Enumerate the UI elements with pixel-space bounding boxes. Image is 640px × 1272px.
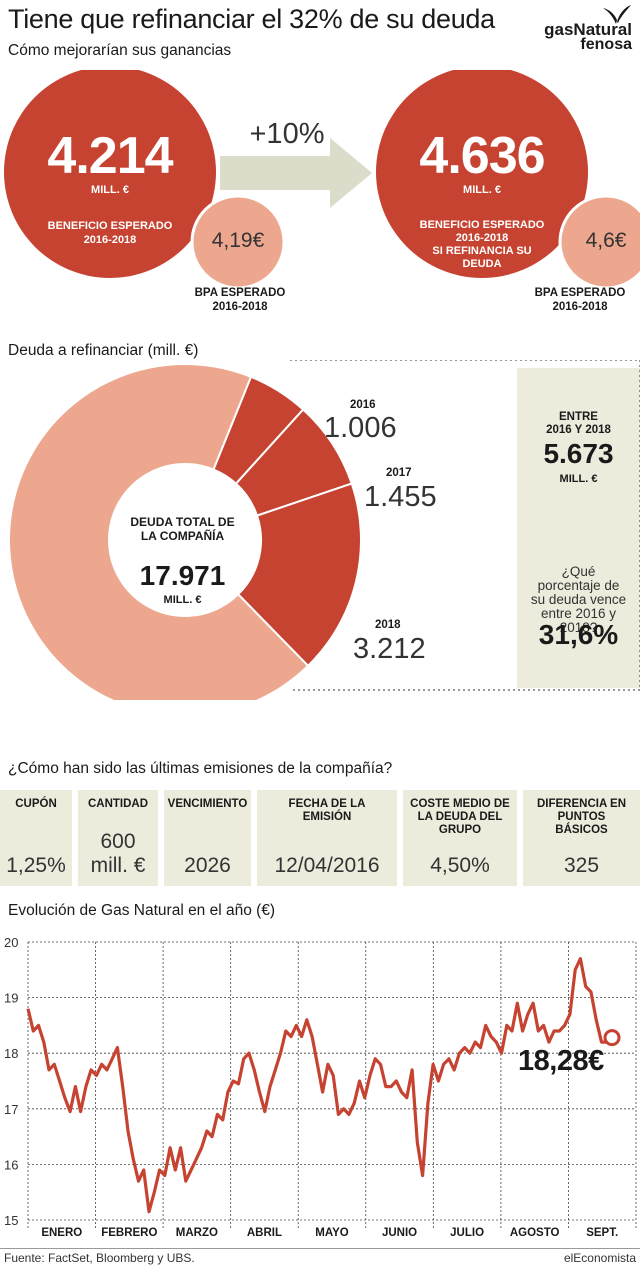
left-profit-value: 4.214 bbox=[47, 127, 173, 185]
table-column: FECHA DE LA EMISIÓN 12/04/2016 bbox=[257, 790, 397, 886]
y-tick-label: 16 bbox=[4, 1157, 18, 1172]
price-series-line bbox=[26, 957, 614, 1214]
butterfly-logo-icon bbox=[603, 5, 631, 24]
box-question: ¿Qué porcentaje de su deuda vence entre … bbox=[530, 564, 627, 635]
callout-outline bbox=[290, 360, 640, 691]
month-label: SEPT. bbox=[586, 1227, 619, 1239]
month-label: MARZO bbox=[175, 1227, 218, 1239]
left-profit-unit: MILL. € bbox=[91, 184, 129, 196]
table-column: DIFERENCIA EN PUNTOS BÁSICOS 325 bbox=[523, 790, 640, 886]
right-profit-label: BENEFICIO ESPERADO 2016-2018 SI REFINANC… bbox=[419, 219, 545, 270]
right-bpa-circle bbox=[558, 194, 640, 290]
brand-logo: gasNatural fenosa bbox=[544, 20, 632, 53]
table-cell: 2026 bbox=[184, 854, 231, 877]
left-profit-label: BENEFICIO ESPERADO 2016-2018 bbox=[47, 220, 173, 246]
evolucion-heading: Evolución de Gas Natural en el año (€) bbox=[8, 902, 276, 919]
footer-brand: elEconomista bbox=[563, 1251, 636, 1265]
right-profit-value: 4.636 bbox=[419, 127, 545, 185]
seg-2016-value: 1.006 bbox=[324, 412, 397, 444]
month-label: ABRIL bbox=[246, 1227, 282, 1239]
donut-slice-2018 bbox=[236, 482, 362, 668]
right-bpa-label: BPA ESPERADO 2016-2018 bbox=[534, 287, 626, 313]
table-cell: 325 bbox=[563, 854, 600, 877]
table-column: COSTE MEDIO DE LA DEUDA DEL GRUPO 4,50% bbox=[403, 790, 517, 886]
table-header: VENCIMIENTO bbox=[167, 798, 248, 810]
donut-total-value: 17.971 bbox=[139, 560, 226, 591]
deuda-heading: Deuda a refinanciar (mill. €) bbox=[8, 342, 199, 359]
seg-2017-year: 2017 bbox=[386, 467, 412, 479]
table-column: CUPÓN 1,25% bbox=[0, 790, 72, 886]
logo-line1: gasNatural bbox=[544, 20, 632, 39]
seg-2018-year: 2018 bbox=[375, 619, 401, 631]
table-cell: 4,50% bbox=[430, 854, 490, 877]
footer-divider bbox=[0, 1248, 640, 1249]
month-label: ENERO bbox=[41, 1227, 83, 1239]
right-profit-circle bbox=[376, 70, 588, 278]
line-chart: 15 16 17 18 19 20 bbox=[4, 935, 637, 1230]
page-subtitle: Cómo mejorarían sus ganancias bbox=[8, 42, 232, 59]
donut-center-label: DEUDA TOTAL DE LA COMPAÑÍA bbox=[130, 515, 235, 543]
table-header: CUPÓN bbox=[15, 798, 57, 810]
box-percent: 31,6% bbox=[538, 619, 619, 650]
donut-total-unit: MILL. € bbox=[163, 594, 202, 606]
last-point-marker bbox=[603, 1029, 621, 1047]
left-bpa-value: 4,19€ bbox=[211, 229, 265, 252]
box-value: 5.673 bbox=[543, 438, 614, 469]
emisiones-heading: ¿Cómo han sido las últimas emisiones de … bbox=[8, 760, 393, 777]
table-column: VENCIMIENTO 2026 bbox=[164, 790, 251, 886]
table-cell: 600 mill. € bbox=[90, 830, 146, 877]
donut-hole bbox=[109, 464, 261, 616]
box-unit: MILL. € bbox=[559, 473, 598, 485]
footer-source: Fuente: FactSet, Bloomberg y UBS. bbox=[4, 1251, 195, 1265]
deuda-info-box bbox=[517, 368, 640, 688]
month-label: MAYO bbox=[315, 1227, 349, 1239]
month-label: FEBRERO bbox=[101, 1227, 158, 1239]
table-cell: 12/04/2016 bbox=[274, 854, 380, 877]
left-bpa-label: BPA ESPERADO 2016-2018 bbox=[194, 287, 286, 313]
arrow-shape bbox=[220, 138, 372, 208]
seg-2016-year: 2016 bbox=[350, 399, 376, 411]
y-tick-label: 15 bbox=[4, 1213, 18, 1228]
table-header: COSTE MEDIO DE LA DEUDA DEL GRUPO bbox=[410, 798, 510, 836]
y-tick-label: 19 bbox=[4, 991, 18, 1006]
box-range-label: ENTRE 2016 Y 2018 bbox=[546, 411, 611, 436]
table-header: FECHA DE LA EMISIÓN bbox=[288, 798, 366, 823]
table-cell: 1,25% bbox=[6, 854, 66, 877]
growth-percent: +10% bbox=[249, 118, 325, 150]
table-column: CANTIDAD 600 mill. € bbox=[78, 790, 158, 886]
ganancias-graphic bbox=[4, 70, 640, 290]
table-header: CANTIDAD bbox=[87, 798, 149, 810]
logo-line2: fenosa bbox=[580, 36, 632, 53]
last-value-label: 18,28€ bbox=[518, 1045, 604, 1077]
seg-2018-value: 3.212 bbox=[353, 633, 426, 665]
table-header: DIFERENCIA EN PUNTOS BÁSICOS bbox=[536, 798, 627, 836]
left-bpa-circle bbox=[190, 194, 286, 290]
y-tick-label: 17 bbox=[4, 1102, 18, 1117]
month-label: AGOSTO bbox=[509, 1227, 560, 1239]
seg-2017-value: 1.455 bbox=[364, 481, 437, 513]
page-title: Tiene que refinanciar el 32% de su deuda bbox=[8, 4, 495, 34]
month-label: JUNIO bbox=[381, 1227, 418, 1239]
right-bpa-value: 4,6€ bbox=[585, 229, 627, 252]
donut-chart bbox=[8, 360, 640, 700]
month-label: JULIO bbox=[450, 1227, 485, 1239]
right-profit-unit: MILL. € bbox=[463, 184, 501, 196]
y-tick-label: 20 bbox=[4, 935, 18, 950]
y-tick-label: 18 bbox=[4, 1046, 18, 1061]
left-profit-circle bbox=[4, 70, 216, 278]
